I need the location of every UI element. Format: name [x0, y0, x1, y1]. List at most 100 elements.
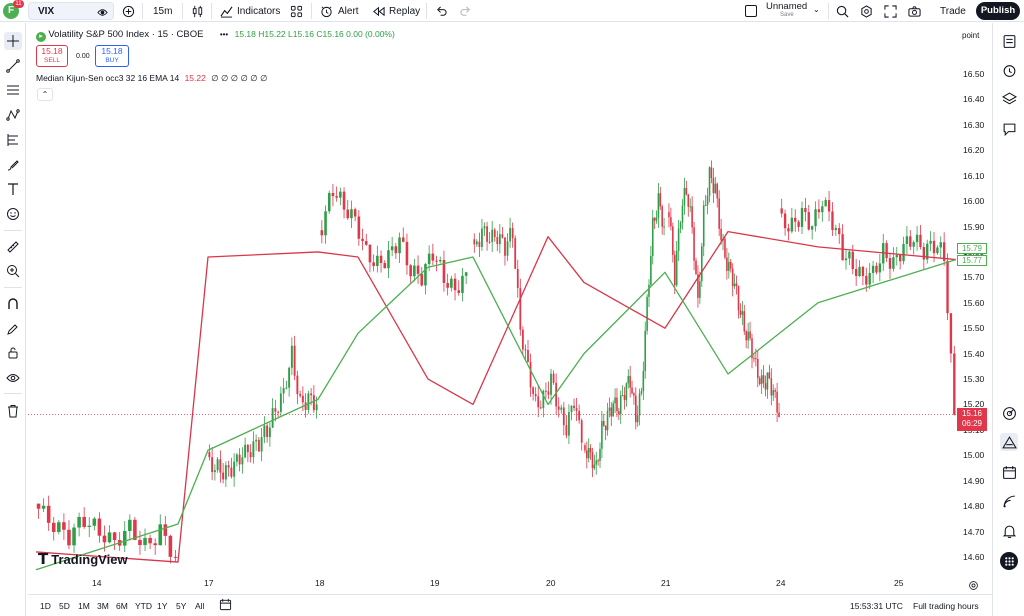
utc-clock[interactable]: 15:53:31 UTC — [850, 601, 903, 611]
candle-body — [491, 229, 494, 242]
stay-drawing-tool[interactable] — [4, 320, 22, 338]
indicators-label: Indicators — [237, 5, 281, 17]
symbol-search[interactable]: VIX — [28, 2, 114, 20]
legend-more-button[interactable]: ••• — [219, 30, 229, 39]
calendar-button[interactable] — [1000, 463, 1018, 481]
bell-icon — [1002, 525, 1016, 538]
chart-type-button[interactable] — [191, 0, 204, 22]
chart-pane[interactable]: ▸ Volatility S&P 500 Index · 15 · CBOE •… — [28, 24, 956, 576]
help-button[interactable] — [1000, 522, 1018, 540]
crosshair-tool[interactable] — [4, 32, 22, 50]
candle-body — [230, 467, 233, 477]
remove-drawings-tool[interactable] — [4, 402, 22, 420]
news-button[interactable] — [1000, 492, 1018, 510]
publish-button[interactable]: Publish — [976, 2, 1020, 20]
candle-body — [36, 503, 41, 509]
range-button-ytd[interactable]: YTD — [135, 601, 152, 611]
settings-button[interactable] — [860, 0, 873, 22]
price-axis[interactable]: point 16.50 16.40 16.30 16.20 16.10 16.00 15.9… — [956, 24, 992, 576]
indicator-name: Median Kijun-Sen — [36, 73, 104, 83]
candle-body — [307, 393, 310, 410]
measure-tool[interactable] — [4, 238, 22, 256]
chevron-down-icon[interactable]: ⌄ — [813, 5, 820, 14]
redo-button[interactable] — [459, 0, 472, 22]
layout-checkbox[interactable] — [745, 0, 757, 22]
snapshot-button[interactable] — [908, 0, 921, 22]
price-chart[interactable] — [28, 24, 956, 576]
object-tree-button[interactable] — [1000, 90, 1018, 108]
candle-body — [599, 448, 601, 461]
date-range-button[interactable] — [219, 598, 232, 616]
ideas-button[interactable] — [1000, 433, 1018, 451]
hide-drawings-tool[interactable] — [4, 369, 22, 387]
trading-panel-button[interactable] — [1000, 404, 1018, 422]
candle-body — [614, 397, 616, 404]
projection-tool[interactable] — [4, 131, 22, 149]
candle-body — [532, 387, 535, 394]
candle-body — [807, 212, 810, 230]
candle-body — [953, 353, 956, 415]
replay-button[interactable]: Replay — [372, 0, 420, 22]
indicator-legend[interactable]: Median Kijun-Sen occ3 32 16 EMA 14 15.22… — [36, 73, 267, 84]
pattern-tool[interactable] — [4, 106, 22, 124]
range-button-1d[interactable]: 1D — [40, 601, 51, 611]
magnet-tool[interactable] — [4, 295, 22, 313]
candle-body — [747, 331, 749, 341]
text-tool[interactable] — [4, 180, 22, 198]
collapse-legend-button[interactable]: ⌃ — [37, 88, 53, 101]
brush-tool[interactable] — [4, 156, 22, 174]
candle-body — [716, 183, 719, 199]
fullscreen-button[interactable] — [884, 0, 897, 22]
time-axis-settings-button[interactable] — [968, 578, 979, 596]
candle-body — [299, 394, 302, 396]
range-button-6m[interactable]: 6M — [116, 601, 128, 611]
range-button-5d[interactable]: 5D — [59, 601, 70, 611]
trade-button[interactable]: Trade — [940, 0, 966, 22]
candle-body — [708, 167, 711, 196]
candle-body — [768, 372, 771, 379]
range-button-1m[interactable]: 1M — [78, 601, 90, 611]
time-tick-label: 21 — [661, 578, 671, 588]
alerts-panel-button[interactable] — [1000, 61, 1018, 79]
zoom-tool[interactable] — [4, 262, 22, 280]
candle-body — [797, 221, 800, 227]
session-selector[interactable]: Full trading hours — [913, 601, 979, 611]
quick-search-button[interactable] — [836, 0, 849, 22]
chat-button[interactable] — [1000, 120, 1018, 138]
price-scale-unit[interactable]: point — [962, 31, 980, 40]
candle-body — [627, 376, 630, 384]
candle-body — [570, 405, 573, 413]
templates-button[interactable] — [290, 0, 303, 22]
watchlist-button[interactable] — [1000, 32, 1018, 50]
alert-button[interactable]: Alert — [320, 0, 359, 22]
candle-body — [67, 529, 71, 546]
symbol-legend[interactable]: ▸ Volatility S&P 500 Index · 15 · CBOE •… — [36, 29, 395, 42]
range-button-3m[interactable]: 3M — [97, 601, 109, 611]
range-button-all[interactable]: All — [195, 601, 205, 611]
layout-name-button[interactable]: Unnamed Save — [766, 1, 824, 21]
compare-symbol-button[interactable] — [122, 0, 135, 22]
buy-button[interactable]: 15.18 BUY — [95, 45, 129, 67]
icon-tool[interactable] — [4, 205, 22, 223]
range-button-5y[interactable]: 5Y — [176, 601, 187, 611]
undo-button[interactable] — [435, 0, 448, 22]
replay-label: Replay — [389, 5, 421, 17]
interval-button[interactable]: 15m — [153, 0, 172, 22]
top-toolbar: F 11 VIX 15m Indicators Alert Replay — [0, 0, 1024, 22]
fib-tool[interactable] — [4, 81, 22, 99]
more-panels-button[interactable] — [1000, 552, 1018, 570]
candle-body — [844, 258, 848, 261]
candle-body — [315, 404, 318, 411]
candle-body — [361, 238, 364, 242]
time-axis[interactable]: 14 17 18 19 20 21 24 25 — [28, 576, 956, 592]
sell-button[interactable]: 15.18 SELL — [36, 45, 68, 67]
lock-drawings-tool[interactable] — [4, 344, 22, 362]
add-watchlist-icon[interactable] — [97, 5, 108, 23]
candle-body — [731, 268, 734, 287]
indicators-button[interactable]: Indicators — [220, 0, 280, 22]
range-button-1y[interactable]: 1Y — [157, 601, 168, 611]
candle-body — [222, 472, 225, 480]
price-tick-label: 16.30 — [963, 119, 985, 130]
candle-body — [704, 204, 707, 206]
trendline-tool[interactable] — [4, 57, 22, 75]
